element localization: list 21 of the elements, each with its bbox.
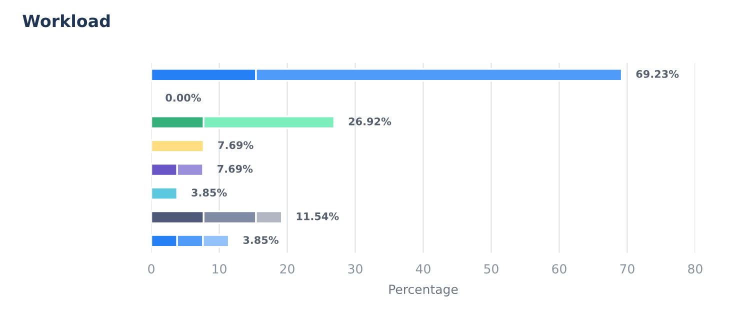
chart-title: Workload xyxy=(22,14,110,28)
text: 11.54% xyxy=(296,212,339,220)
x-tick-label: 20 xyxy=(280,264,294,274)
text: 7.69% xyxy=(218,164,253,173)
x-tick-label: 40 xyxy=(416,264,430,274)
x-tick-label: 50 xyxy=(484,264,498,274)
text: 7.69% xyxy=(218,141,254,150)
x-tick-label: 0 xyxy=(148,264,154,274)
text: 69.23% xyxy=(636,70,679,78)
bar xyxy=(151,139,204,153)
text: 0.00% xyxy=(166,94,201,102)
bar xyxy=(151,186,178,200)
x-axis-title: Percentage xyxy=(389,284,458,296)
text: 26.92% xyxy=(348,117,392,126)
x-tick-label: 70 xyxy=(620,264,634,274)
x-tick-label: 60 xyxy=(552,264,566,274)
x-tick-label: 30 xyxy=(348,264,362,274)
x-tick-label: 80 xyxy=(688,264,702,274)
text: 3.85% xyxy=(192,188,227,197)
x-tick-label: 10 xyxy=(212,264,226,274)
text: 3.85% xyxy=(243,236,278,244)
